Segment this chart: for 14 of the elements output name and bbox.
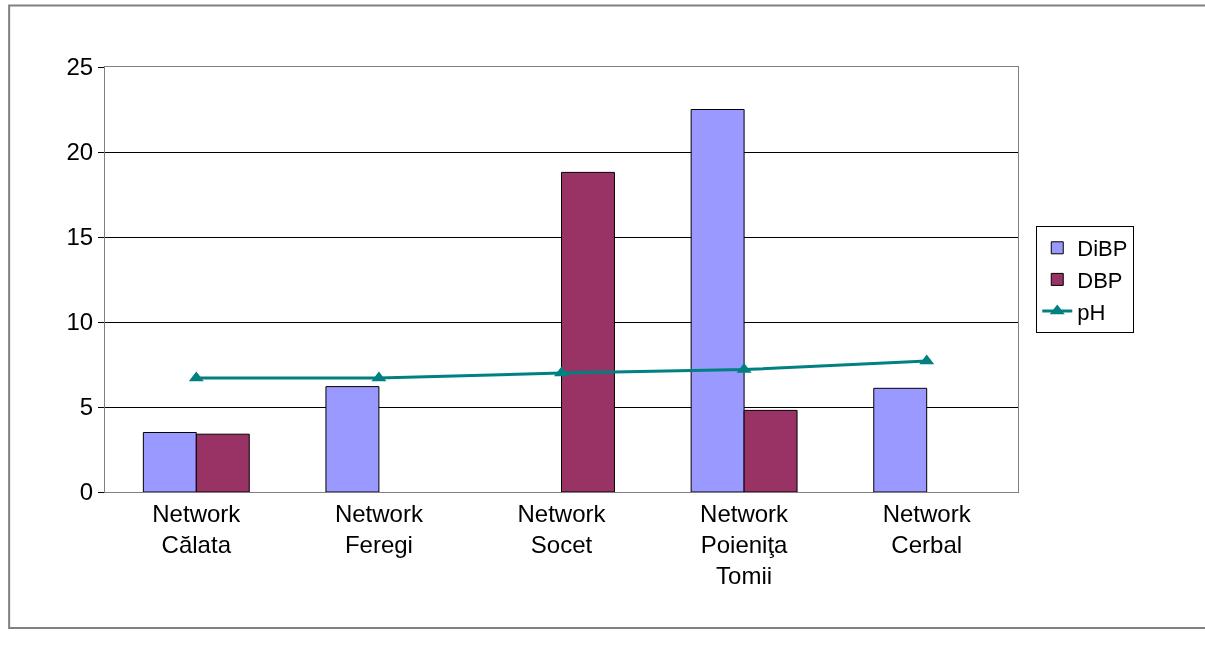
x-tick-label: Network Cerbal (882, 499, 972, 558)
x-tick-label: Network Feregi (334, 499, 424, 558)
x-tick-label: Network Socet (517, 499, 607, 558)
y-tick-label: 5 (79, 393, 94, 421)
y-tick-label: 25 (66, 53, 94, 81)
legend-label: pH (1077, 299, 1106, 325)
y-tick-label: 20 (66, 138, 94, 166)
x-tick-label: Network Poieniţa Tomii (700, 499, 790, 590)
y-tick-label: 0 (79, 478, 94, 506)
y-tick-label: 15 (66, 223, 94, 251)
legend-label: DBP (1077, 267, 1123, 293)
y-tick-label: 10 (66, 308, 94, 336)
legend-label: DiBP (1077, 236, 1128, 262)
x-tick-label: Network Călata (152, 499, 242, 558)
